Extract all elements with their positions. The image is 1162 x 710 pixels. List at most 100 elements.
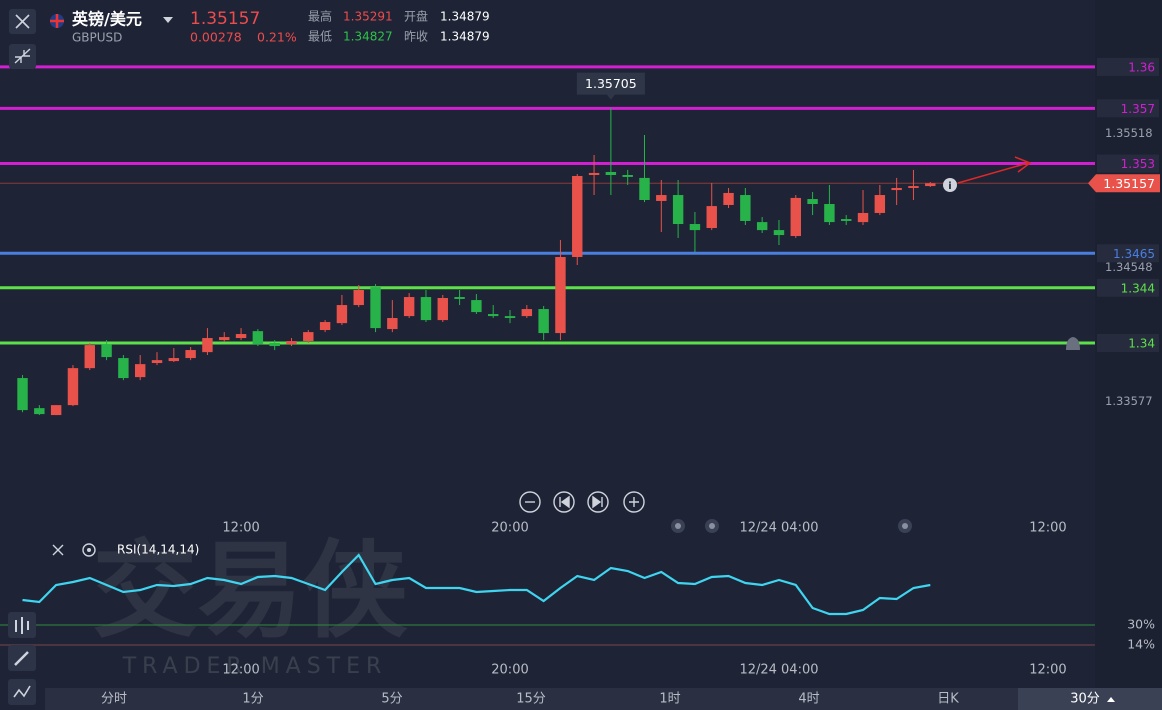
symbol-name[interactable]: 英镑/美元 [71,10,142,29]
candle-body [118,358,129,379]
candle-body [185,350,196,359]
alert-bell[interactable] [1066,337,1080,350]
rsi-line [22,553,931,616]
x-tick-label: 12:00 [222,521,259,536]
price: 1.35157 [190,9,260,29]
candle-body [168,358,180,362]
candle-body [303,332,314,342]
candle-body [555,257,566,334]
level-label: 1.357 [1121,102,1155,116]
interval-tab[interactable]: 30分 [1070,692,1100,707]
interval-tab[interactable]: 1分 [242,692,263,707]
x-tick-label: 20:00 [491,521,528,536]
candle-body [151,360,163,364]
candle-body [857,212,869,223]
candle-body [756,222,768,231]
max-label-bg [576,72,645,100]
candle-body [370,287,381,329]
candle-body [874,195,886,213]
level-label-bg [1097,154,1159,173]
trend-arrow [957,156,1032,184]
footer-bar [45,688,1162,710]
info-glyph: i [948,181,951,192]
candle-body [319,322,331,331]
interval-tab[interactable]: 日K [937,692,959,707]
x-tick-label: 12:00 [1029,521,1066,536]
candle-body [605,171,617,176]
max-label: 1.35705 [585,76,637,91]
candle-body [521,309,533,317]
event-dot [709,523,715,529]
interval-tab[interactable]: 5分 [381,692,402,707]
candle-body [773,230,785,236]
x-tick-label: 12:00 [222,663,259,678]
candle-body [454,297,465,299]
level-label: 1.34 [1128,337,1155,351]
dropdown-arrow[interactable] [163,17,173,23]
tool-indicator[interactable] [8,679,36,705]
flag-cross [50,14,64,28]
candle-body [672,195,684,225]
y-tick-label: 1.33577 [1105,394,1153,408]
collapse-icon [14,48,31,64]
candle-body [353,290,364,306]
x-tick-label: 12/24 04:00 [739,663,818,678]
candle-body [487,314,499,317]
rsi-settings[interactable] [82,543,96,557]
interval-tab[interactable]: 1时 [659,692,680,707]
interval-tab[interactable]: 4时 [798,692,819,707]
y-tick-label: 14% [1127,637,1155,652]
candle-body [202,338,213,353]
candle-body [67,368,79,406]
interval-tab[interactable]: 15分 [516,692,546,707]
candles-icon [15,617,29,634]
candle-body [17,378,28,411]
active-tab[interactable] [1018,688,1162,710]
candle-body [622,175,633,177]
level-label: 1.353 [1121,157,1155,171]
indicator-icon [13,685,31,698]
candle-body [504,316,516,319]
level-label-bg [1097,334,1159,353]
candle-body [538,309,549,334]
y-tick-label: 1.35518 [1105,126,1153,140]
candle-body [420,297,432,321]
candle-body [588,172,600,176]
interval-tab[interactable]: 分时 [101,692,127,707]
candle-body [269,343,280,347]
open-value: 1.34879 [440,10,490,24]
candle-body [387,318,398,330]
x-tick-label: 12/24 04:00 [739,521,818,536]
candle-body [572,175,583,258]
candle-body [403,297,415,317]
candle-body [84,345,95,369]
candle-body [790,197,801,237]
draw-icon [14,651,29,666]
go-end-icon [592,495,603,509]
event-markers [671,519,912,533]
rsi-close[interactable] [52,544,64,556]
x-tick-label: 20:00 [491,663,528,678]
candle-body [252,331,264,345]
candle-body [471,300,482,313]
candle-body [891,187,902,191]
last-price-label: 1.35157 [1103,176,1155,191]
level-label-bg [1097,278,1159,297]
candle-body [286,341,297,345]
symbol-code: GBPUSD [72,31,122,45]
candle-body [219,337,230,341]
candle-body [134,364,146,378]
info-icon[interactable] [943,178,957,192]
y-tick-label: 30% [1127,617,1155,632]
low-value: 1.34827 [343,30,393,44]
candle-body [235,334,247,339]
level-label-bg [1097,99,1159,118]
nav-buttons [519,491,645,513]
prev-close-label: 昨收 [404,30,428,44]
high-value: 1.35291 [343,10,393,24]
level-label: 1.3465 [1113,247,1155,261]
level-label-bg [1097,244,1159,263]
plot: 12:00 20:00 12/24 04:00 12:00 1.35518 1.34548… [0,57,1160,678]
rsi-settings-dot [87,548,91,552]
